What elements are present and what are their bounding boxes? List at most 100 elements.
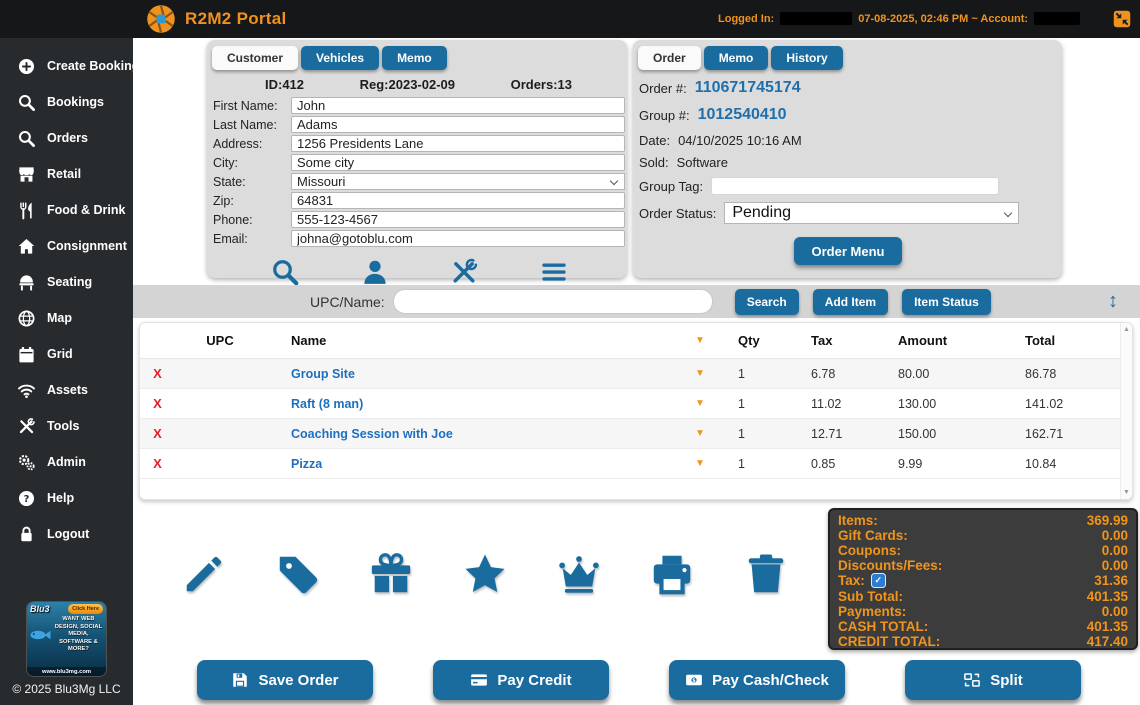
totals-row: CASH TOTAL: 401.35 — [838, 619, 1128, 634]
tab-order[interactable]: Order — [638, 46, 701, 70]
remove-item-button[interactable]: X — [153, 426, 162, 441]
nav-label: Admin — [47, 455, 86, 469]
remove-item-button[interactable]: X — [153, 456, 162, 471]
tab-history[interactable]: History — [771, 46, 843, 70]
totals-row: Discounts/Fees: 0.00 — [838, 558, 1128, 573]
tab-order-memo[interactable]: Memo — [703, 46, 769, 70]
order-number-link[interactable]: 110671745174 — [694, 79, 801, 96]
item-name-link[interactable]: Coaching Session with Joe — [291, 426, 453, 441]
ad-banner[interactable]: Blu3 Click Here WANT WEB DESIGN, SOCIAL … — [27, 602, 106, 676]
item-total: 141.02 — [1025, 396, 1064, 411]
nav-label: Seating — [47, 275, 93, 289]
search-button[interactable]: Search — [734, 288, 799, 315]
customer-tabs: Customer Vehicles Memo — [207, 40, 627, 70]
upc-name-label: UPC/Name: — [310, 293, 385, 310]
sidebar-item-help[interactable]: Help — [0, 480, 133, 516]
customer-menu-button[interactable] — [539, 257, 569, 287]
edit-order-button[interactable] — [181, 551, 227, 597]
pay-credit-button[interactable]: Pay Credit — [433, 660, 609, 700]
split-button[interactable]: Split — [905, 660, 1081, 700]
address-input[interactable] — [291, 135, 625, 152]
crown-button[interactable] — [556, 551, 602, 597]
sidebar-item-map[interactable]: Map — [0, 300, 133, 336]
star-icon — [462, 551, 508, 597]
delete-order-button[interactable] — [743, 551, 789, 597]
customer-tools-button[interactable] — [449, 257, 479, 287]
phone-input[interactable] — [291, 211, 625, 228]
tag-button[interactable] — [275, 551, 321, 597]
customer-search-button[interactable] — [270, 257, 300, 287]
remove-item-button[interactable]: X — [153, 396, 162, 411]
item-name-link[interactable]: Group Site — [291, 366, 355, 381]
item-dropdown-icon[interactable]: ▼ — [695, 458, 705, 469]
nav-label: Create Booking — [47, 59, 140, 73]
item-name-link[interactable]: Pizza — [291, 456, 323, 471]
customer-reg-date: Reg:2023-02-09 — [359, 77, 455, 92]
item-amount: 150.00 — [898, 426, 937, 441]
sidebar-item-assets[interactable]: Assets — [0, 372, 133, 408]
group-number-link[interactable]: 1012540410 — [697, 106, 787, 123]
sidebar-item-consignment[interactable]: Consignment — [0, 228, 133, 264]
order-menu-button[interactable]: Order Menu — [794, 237, 902, 265]
nav-label: Logout — [47, 527, 90, 541]
print-button[interactable] — [649, 551, 695, 597]
totals-row: Coupons: 0.00 — [838, 543, 1128, 558]
scroll-up-icon[interactable]: ▲ — [1123, 326, 1130, 333]
email-input[interactable] — [291, 230, 625, 247]
order-status-select[interactable]: Pending — [724, 202, 1020, 224]
totals-value: 417.40 — [1086, 633, 1128, 649]
city-input[interactable] — [291, 154, 625, 171]
upc-name-input[interactable] — [392, 289, 713, 314]
zip-input[interactable] — [291, 192, 625, 209]
totals-value: 0.00 — [1101, 528, 1128, 544]
order-number-label: Order #: — [639, 80, 687, 96]
add-item-button[interactable]: Add Item — [812, 288, 889, 315]
item-dropdown-icon[interactable]: ▼ — [695, 368, 705, 379]
scroll-down-icon[interactable]: ▼ — [1123, 489, 1130, 496]
table-scrollbar[interactable]: ▲ ▼ — [1120, 323, 1132, 499]
sidebar-item-bookings[interactable]: Bookings — [0, 84, 133, 120]
sidebar-item-grid[interactable]: Grid — [0, 336, 133, 372]
save-order-button[interactable]: Save Order — [197, 660, 373, 700]
item-qty: 1 — [738, 366, 745, 381]
sidebar-item-retail[interactable]: Retail — [0, 156, 133, 192]
first-name-input[interactable] — [291, 97, 625, 114]
tab-vehicles[interactable]: Vehicles — [301, 46, 380, 70]
sidebar: Create Booking Bookings Orders Retail Fo… — [0, 38, 139, 705]
sidebar-item-logout[interactable]: Logout — [0, 516, 133, 552]
order-date-label: Date: — [639, 133, 671, 148]
last-name-input[interactable] — [291, 116, 625, 133]
nav-label: Assets — [47, 383, 88, 397]
sort-dropdown-icon[interactable]: ▼ — [695, 335, 705, 346]
sidebar-item-orders[interactable]: Orders — [0, 120, 133, 156]
sidebar-item-tools[interactable]: Tools — [0, 408, 133, 444]
tax-checkbox[interactable]: ✓ — [871, 574, 885, 588]
sidebar-item-seating[interactable]: Seating — [0, 264, 133, 300]
tab-customer-memo[interactable]: Memo — [382, 46, 447, 70]
customer-action-icons — [207, 249, 627, 287]
remove-item-button[interactable]: X — [153, 366, 162, 381]
sidebar-item-create-booking[interactable]: Create Booking — [0, 48, 139, 84]
sidebar-item-food-drink[interactable]: Food & Drink — [0, 192, 133, 228]
expand-collapse-icon[interactable]: ↕ — [1108, 290, 1118, 312]
pay-cash-check-button[interactable]: Pay Cash/Check — [669, 660, 845, 700]
tab-customer[interactable]: Customer — [212, 46, 299, 70]
item-name-link[interactable]: Raft (8 man) — [291, 396, 364, 411]
chevron-down-icon — [1004, 208, 1013, 218]
item-dropdown-icon[interactable]: ▼ — [695, 398, 705, 409]
customer-profile-button[interactable] — [360, 257, 390, 287]
group-number-label: Group #: — [639, 107, 690, 123]
customer-field-row: State: Missouri — [213, 173, 625, 190]
sidebar-item-admin[interactable]: Admin — [0, 444, 133, 480]
star-button[interactable] — [462, 551, 508, 597]
state-select[interactable]: Missouri — [291, 173, 625, 190]
logged-in-label: Logged In: — [718, 12, 775, 25]
ad-click-here-button[interactable]: Click Here — [68, 604, 103, 614]
menu-icon — [539, 257, 569, 287]
fullscreen-toggle-icon[interactable] — [1113, 10, 1131, 28]
totals-label: Sub Total: — [838, 588, 903, 604]
gift-card-button[interactable] — [368, 551, 414, 597]
item-dropdown-icon[interactable]: ▼ — [695, 428, 705, 439]
item-status-button[interactable]: Item Status — [902, 288, 991, 315]
group-tag-input[interactable] — [711, 177, 1000, 195]
